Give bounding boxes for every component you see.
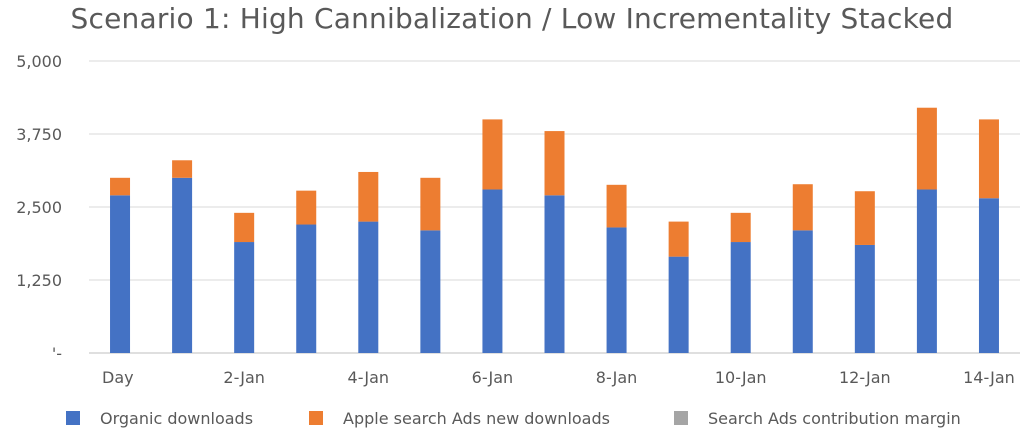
legend-swatch	[66, 411, 80, 425]
bar-search-ads	[110, 177, 131, 196]
y-tick-label: 5,000	[16, 52, 62, 71]
bar-search-ads	[668, 221, 689, 257]
x-tick-label: 4-Jan	[348, 368, 390, 387]
x-tick-label: 12-Jan	[839, 368, 891, 387]
bar-organic	[420, 230, 441, 353]
bar-search-ads	[730, 212, 751, 243]
bar-search-ads	[234, 212, 255, 243]
bar-organic	[110, 195, 131, 353]
bar-search-ads	[854, 191, 875, 245]
bar-search-ads	[296, 190, 317, 225]
legend-swatch	[674, 411, 688, 425]
bar-organic	[854, 244, 875, 353]
bar-organic	[358, 221, 379, 353]
bar-search-ads	[916, 107, 937, 190]
bar-search-ads	[420, 177, 441, 231]
x-tick-label: 14-Jan	[963, 368, 1015, 387]
y-tick-label: 1,250	[16, 271, 62, 290]
legend-swatch	[309, 411, 323, 425]
x-tick-label: 6-Jan	[472, 368, 514, 387]
bar-organic	[792, 230, 813, 353]
bar-organic	[916, 189, 937, 353]
bar-search-ads	[172, 160, 193, 178]
bar-search-ads	[358, 171, 379, 222]
legend-label: Apple search Ads new downloads	[343, 409, 610, 428]
x-tick-label: 2-Jan	[223, 368, 265, 387]
bar-organic	[482, 189, 503, 353]
y-tick-label: '-	[52, 344, 62, 363]
bar-organic	[234, 242, 255, 353]
y-tick-label: 2,500	[16, 198, 62, 217]
bar-organic	[978, 198, 999, 353]
bar-search-ads	[606, 184, 627, 228]
bar-search-ads	[792, 184, 813, 231]
bar-organic	[730, 242, 751, 353]
x-tick-label: 8-Jan	[596, 368, 638, 387]
bar-organic	[606, 227, 627, 353]
bar-organic	[668, 256, 689, 353]
bar-search-ads	[544, 131, 565, 196]
bar-organic	[172, 177, 193, 353]
y-tick-label: 3,750	[16, 125, 62, 144]
legend-label: Organic downloads	[100, 409, 253, 428]
legend-label: Search Ads contribution margin	[708, 409, 961, 428]
bar-search-ads	[978, 119, 999, 199]
bar-organic	[296, 224, 317, 353]
x-tick-label: Day	[102, 368, 134, 387]
x-tick-label: 10-Jan	[715, 368, 767, 387]
bar-organic	[544, 195, 565, 353]
chart-title: Scenario 1: High Cannibalization / Low I…	[70, 2, 954, 35]
bar-search-ads	[482, 119, 503, 190]
